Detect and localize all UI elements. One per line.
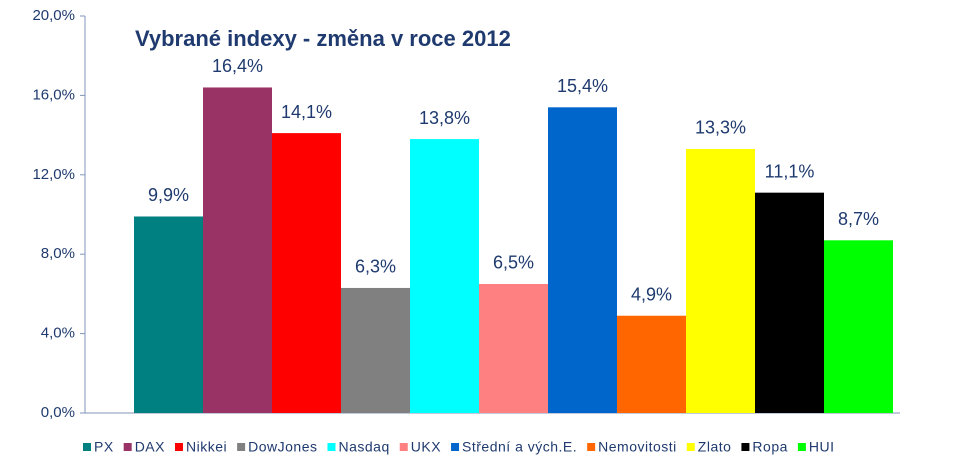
legend-label: PX [94, 439, 114, 455]
legend-swatch [587, 443, 596, 451]
legend-swatch [123, 443, 132, 451]
y-tick-label: 12,0% [32, 166, 75, 183]
data-label: 4,9% [631, 284, 672, 304]
data-label: 16,4% [212, 56, 263, 76]
legend-label: HUI [809, 439, 835, 455]
legend-label: Zlato [698, 439, 732, 455]
data-label: 14,1% [281, 102, 332, 122]
data-label: 9,9% [148, 185, 189, 205]
legend-label: Ropa [752, 439, 787, 455]
y-tick-label: 8,0% [41, 245, 75, 262]
y-tick-label: 16,0% [32, 86, 75, 103]
data-label: 8,7% [838, 209, 879, 229]
legend-swatch [237, 443, 246, 451]
bar [134, 216, 203, 413]
legend-swatch [686, 443, 695, 451]
data-label: 13,8% [419, 108, 470, 128]
legend-label: UKX [411, 439, 441, 455]
legend-swatch [399, 443, 408, 451]
y-tick-label: 4,0% [41, 325, 75, 342]
legend-label: DowJones [248, 439, 317, 455]
legend-label: Nasdaq [338, 439, 389, 455]
legend-swatch [83, 443, 91, 451]
bar [203, 87, 272, 414]
legend-label: Nemovitosti [598, 439, 677, 455]
bar [824, 240, 893, 413]
legend-swatch [797, 443, 806, 451]
legend-swatch [741, 443, 750, 451]
legend-swatch [451, 443, 460, 451]
bar [272, 133, 341, 414]
legend-label: Nikkei [186, 439, 227, 455]
bar [548, 107, 617, 413]
y-tick-label: 0,0% [41, 404, 75, 421]
legend-swatch [174, 443, 183, 451]
data-label: 13,3% [695, 118, 746, 138]
bar [755, 192, 824, 413]
bar [341, 287, 410, 413]
legend-label: DAX [135, 439, 165, 455]
data-label: 6,3% [355, 257, 396, 277]
bar [617, 315, 686, 413]
bar [410, 139, 479, 413]
legend-label: Střední a vých.E. [462, 439, 577, 455]
data-label: 6,5% [493, 253, 534, 273]
bar [686, 148, 755, 413]
legend-swatch [327, 443, 336, 451]
data-label: 11,1% [765, 161, 815, 181]
data-label: 15,4% [557, 76, 608, 96]
chart-title: Vybrané indexy - změna v roce 2012 [135, 26, 511, 51]
y-tick-label: 20,0% [32, 7, 75, 24]
bar [479, 283, 548, 413]
